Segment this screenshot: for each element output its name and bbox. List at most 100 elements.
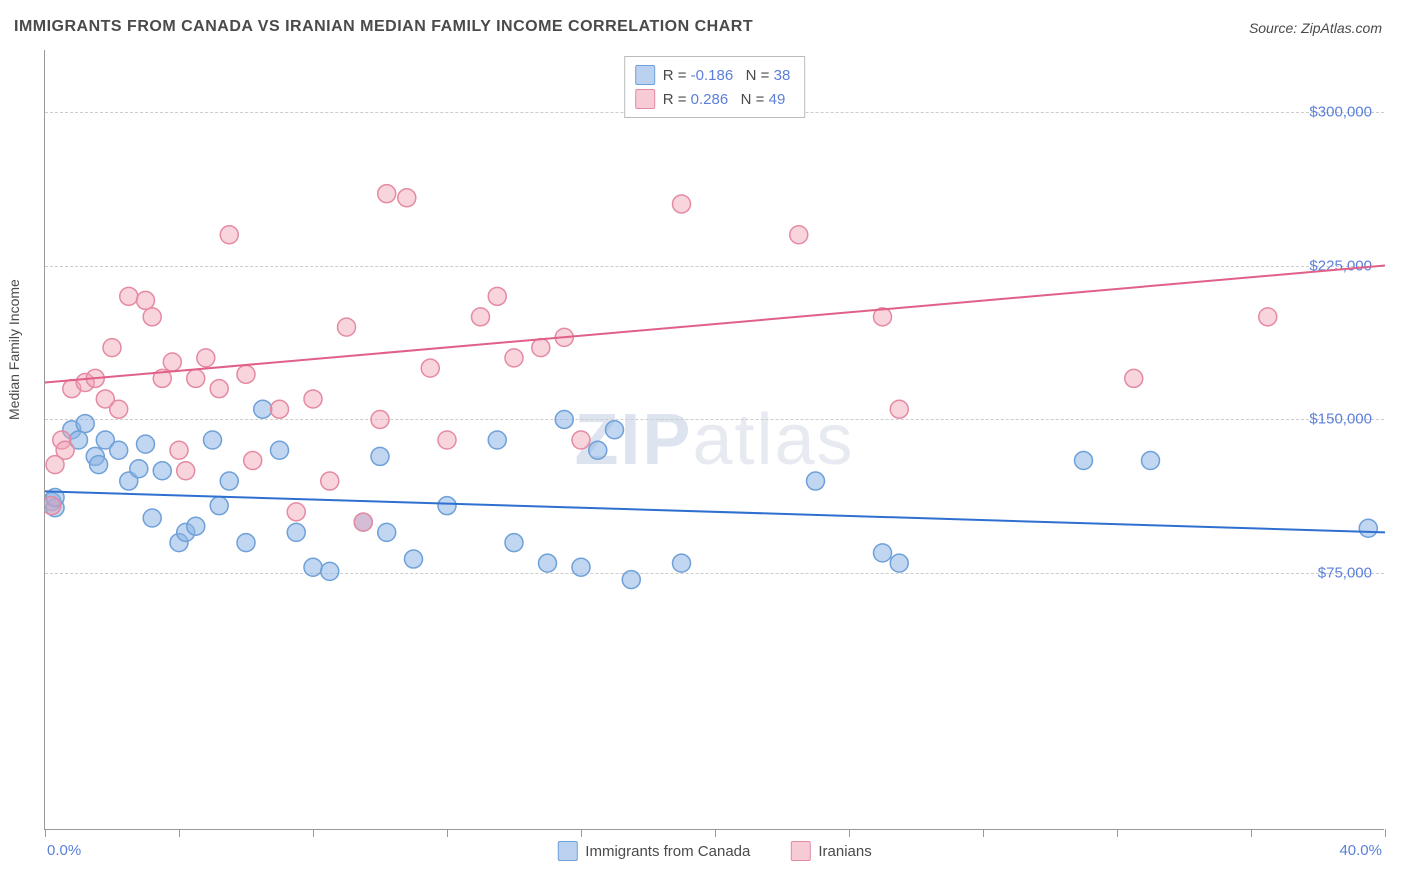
scatter-point	[890, 554, 908, 572]
stats-text: R = 0.286 N = 49	[663, 91, 786, 108]
stats-row: R = 0.286 N = 49	[635, 87, 791, 111]
scatter-point	[220, 226, 238, 244]
trend-line	[45, 491, 1385, 532]
scatter-point	[338, 318, 356, 336]
scatter-point	[220, 472, 238, 490]
scatter-point	[197, 349, 215, 367]
scatter-point	[204, 431, 222, 449]
scatter-point	[254, 400, 272, 418]
scatter-point	[120, 287, 138, 305]
scatter-point	[405, 550, 423, 568]
x-tick	[313, 829, 314, 837]
legend-item: Immigrants from Canada	[557, 841, 750, 861]
scatter-point	[210, 380, 228, 398]
scatter-point	[532, 339, 550, 357]
x-tick	[45, 829, 46, 837]
x-tick	[1385, 829, 1386, 837]
scatter-point	[103, 339, 121, 357]
scatter-point	[321, 472, 339, 490]
scatter-point	[505, 349, 523, 367]
scatter-point	[421, 359, 439, 377]
scatter-point	[606, 421, 624, 439]
scatter-point	[1142, 452, 1160, 470]
scatter-point	[244, 452, 262, 470]
scatter-point	[143, 509, 161, 527]
scatter-point	[1075, 452, 1093, 470]
correlation-stats-box: R = -0.186 N = 38 R = 0.286 N = 49	[624, 56, 806, 118]
chart-title: IMMIGRANTS FROM CANADA VS IRANIAN MEDIAN…	[14, 18, 753, 36]
scatter-point	[76, 415, 94, 433]
x-tick	[983, 829, 984, 837]
x-tick	[179, 829, 180, 837]
scatter-point	[589, 441, 607, 459]
scatter-point	[210, 497, 228, 515]
x-min-label: 0.0%	[47, 842, 81, 859]
stats-text: R = -0.186 N = 38	[663, 67, 791, 84]
trend-line	[45, 266, 1385, 383]
scatter-point	[572, 558, 590, 576]
scatter-point	[304, 558, 322, 576]
scatter-point	[673, 195, 691, 213]
scatter-point	[622, 571, 640, 589]
scatter-point	[187, 517, 205, 535]
scatter-point	[1259, 308, 1277, 326]
scatter-point	[378, 523, 396, 541]
scatter-point	[890, 400, 908, 418]
scatter-point	[438, 431, 456, 449]
scatter-point	[1359, 519, 1377, 537]
scatter-point	[790, 226, 808, 244]
scatter-point	[874, 544, 892, 562]
scatter-point	[287, 503, 305, 521]
scatter-point	[130, 460, 148, 478]
bottom-legend: Immigrants from Canada Iranians	[557, 841, 871, 861]
scatter-point	[137, 435, 155, 453]
legend-label: Iranians	[818, 843, 871, 860]
scatter-point	[287, 523, 305, 541]
chart-header: IMMIGRANTS FROM CANADA VS IRANIAN MEDIAN…	[0, 0, 1406, 48]
scatter-point	[177, 462, 195, 480]
scatter-point	[807, 472, 825, 490]
scatter-point	[304, 390, 322, 408]
scatter-point	[378, 185, 396, 203]
scatter-point	[143, 308, 161, 326]
scatter-point	[110, 441, 128, 459]
scatter-point	[1125, 369, 1143, 387]
scatter-point	[237, 534, 255, 552]
scatter-point	[354, 513, 372, 531]
scatter-point	[45, 497, 61, 515]
scatter-point	[56, 441, 74, 459]
x-tick	[1251, 829, 1252, 837]
x-tick	[715, 829, 716, 837]
legend-item: Iranians	[790, 841, 871, 861]
scatter-point	[110, 400, 128, 418]
scatter-point	[271, 441, 289, 459]
scatter-point	[472, 308, 490, 326]
scatter-point	[170, 441, 188, 459]
scatter-svg	[45, 50, 1385, 830]
scatter-point	[90, 456, 108, 474]
x-tick	[849, 829, 850, 837]
scatter-point	[153, 462, 171, 480]
scatter-point	[163, 353, 181, 371]
scatter-point	[237, 365, 255, 383]
scatter-point	[371, 410, 389, 428]
scatter-point	[371, 447, 389, 465]
legend-swatch	[790, 841, 810, 861]
scatter-point	[505, 534, 523, 552]
scatter-point	[555, 410, 573, 428]
x-tick	[1117, 829, 1118, 837]
scatter-point	[488, 287, 506, 305]
legend-swatch	[635, 65, 655, 85]
scatter-point	[271, 400, 289, 418]
scatter-point	[572, 431, 590, 449]
legend-swatch	[635, 89, 655, 109]
x-tick	[447, 829, 448, 837]
legend-label: Immigrants from Canada	[585, 843, 750, 860]
y-axis-label: Median Family Income	[6, 279, 22, 420]
scatter-point	[137, 291, 155, 309]
x-max-label: 40.0%	[1339, 842, 1382, 859]
scatter-point	[321, 562, 339, 580]
scatter-point	[398, 189, 416, 207]
scatter-point	[187, 369, 205, 387]
x-tick	[581, 829, 582, 837]
